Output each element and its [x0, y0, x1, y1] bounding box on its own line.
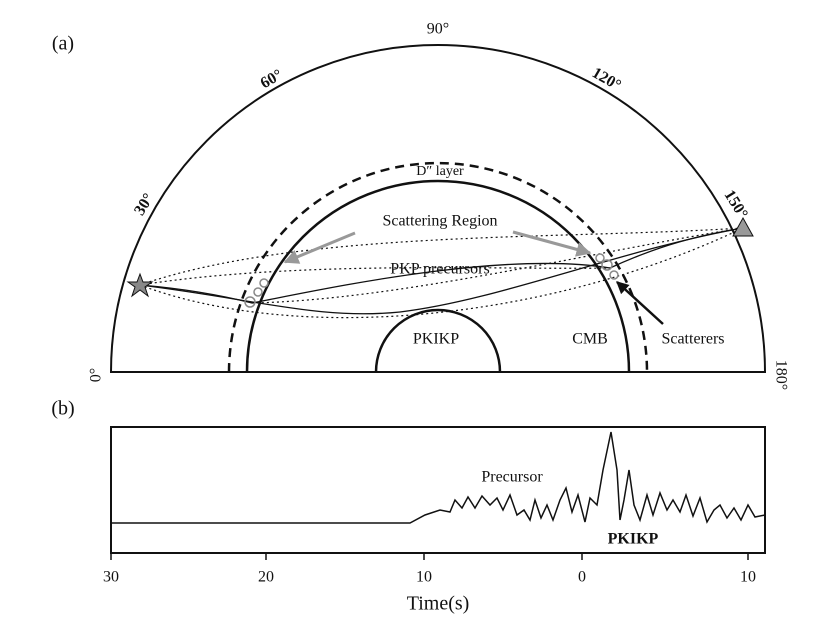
x-axis-label: Time(s) [407, 593, 470, 615]
ray [139, 227, 744, 304]
source-star [126, 272, 154, 298]
x-tick-label: 10 [416, 569, 432, 586]
waveform [111, 431, 766, 524]
scatterer [609, 270, 619, 280]
station-triangle [732, 216, 754, 237]
scatterer [253, 287, 263, 297]
inner-core [374, 308, 502, 373]
arrow [512, 230, 592, 257]
scatterers-label: Scatterers [661, 331, 724, 348]
ray [139, 267, 611, 286]
angle-label: 60° [258, 66, 286, 92]
cmb-label: CMB [572, 331, 608, 348]
precursor-label: PKP precursors [390, 261, 489, 278]
angle-label: 90° [427, 21, 449, 38]
panel-label: (a) [52, 33, 74, 55]
angle-label: 180° [772, 360, 789, 390]
angle-label: 30° [131, 191, 157, 219]
x-tick-label: 10 [740, 569, 756, 586]
ray [139, 227, 744, 319]
x-tick-label: 30 [103, 569, 119, 586]
angle-label: 0° [88, 368, 105, 382]
arrow [283, 231, 356, 264]
precursor-label: Precursor [481, 469, 543, 486]
scatterer [595, 253, 605, 263]
phase-label: PKIKP [608, 531, 659, 548]
panel-label: (b) [51, 398, 74, 420]
mantle-outline [109, 44, 767, 373]
core-label: PKIKP [413, 331, 459, 348]
cmb [245, 179, 631, 373]
x-tick-label: 0 [578, 569, 586, 586]
earth-section [109, 44, 767, 373]
scatterer [601, 259, 613, 271]
x-ticks [110, 553, 749, 560]
arrow [616, 281, 664, 325]
scatterer [244, 296, 256, 308]
x-tick-label: 20 [258, 569, 274, 586]
scatterers [244, 253, 619, 308]
layer-label: D″ layer [416, 164, 464, 179]
angle-label: 120° [589, 64, 624, 94]
scattering-label: Scattering Region [382, 213, 497, 230]
waveform-frame [110, 426, 766, 554]
scatterer [259, 278, 269, 288]
